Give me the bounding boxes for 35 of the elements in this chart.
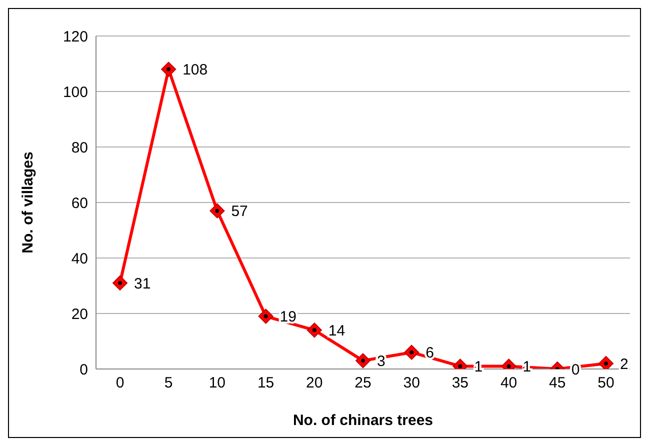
y-tick-label: 120 <box>62 28 88 46</box>
point <box>356 353 370 368</box>
x-tick-label: 30 <box>403 374 420 392</box>
y-tick-label: 20 <box>71 306 88 323</box>
x-tick-label: 45 <box>549 374 566 392</box>
point <box>112 275 128 290</box>
point <box>210 203 225 218</box>
data-label: 108 <box>182 62 208 79</box>
data-label: 2 <box>620 356 628 373</box>
data-label: 14 <box>328 322 346 340</box>
y-tick-label: 100 <box>62 84 88 101</box>
data-label: 57 <box>231 203 248 220</box>
y-tick-label: 60 <box>71 194 88 212</box>
x-tick-label: 5 <box>164 374 173 392</box>
point <box>161 62 176 77</box>
y-tick-label: 80 <box>71 139 88 156</box>
x-tick-label: 25 <box>354 374 372 392</box>
point <box>306 322 322 338</box>
y-tick-label: 0 <box>80 361 88 378</box>
data-label: 1 <box>474 358 483 376</box>
data-label: 19 <box>280 308 296 326</box>
x-tick-label: 20 <box>306 374 323 392</box>
data-label: 31 <box>134 275 151 292</box>
point <box>404 344 420 360</box>
x-tick-label: 35 <box>452 374 469 392</box>
x-tick-label: 10 <box>208 374 226 392</box>
y-tick-label: 40 <box>71 250 88 268</box>
point <box>258 308 274 324</box>
x-tick-label: 40 <box>500 374 518 392</box>
x-tick-label: 50 <box>598 374 614 392</box>
y-axis-title: No. of villages <box>19 152 36 254</box>
point <box>598 356 614 369</box>
x-tick-label: 0 <box>116 374 124 392</box>
x-tick-label: 15 <box>257 374 274 392</box>
x-axis-title: No. of chinars trees <box>292 412 434 429</box>
